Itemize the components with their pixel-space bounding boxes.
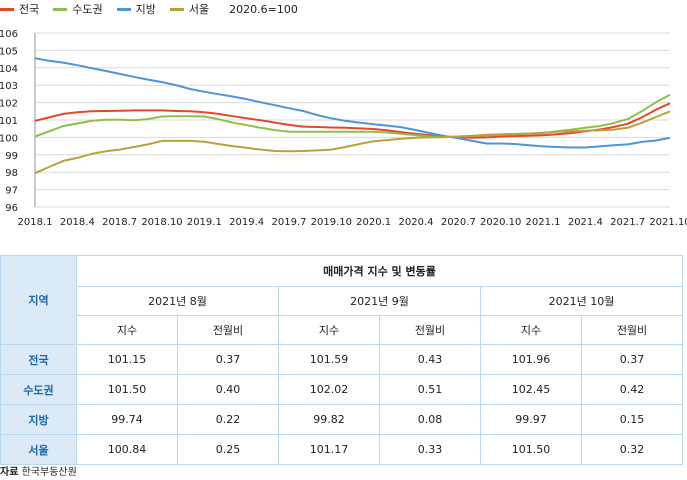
legend-label-capital: 수도권 bbox=[72, 3, 103, 16]
table-cell: 101.50 bbox=[76, 374, 178, 405]
table-cell: 0.25 bbox=[177, 434, 279, 465]
x-tick-label: 2020.1 bbox=[356, 217, 391, 228]
table-cell: 0.43 bbox=[379, 344, 481, 375]
subheader-index: 지수 bbox=[76, 315, 178, 345]
line-chart: 96 97 98 99 100 101 102 103 104 105 106 2018.1 2018.… bbox=[0, 29, 687, 228]
x-tick-label: 2021.4 bbox=[568, 217, 603, 228]
x-tick-label: 2021.7 bbox=[610, 217, 645, 228]
subheader-index: 지수 bbox=[278, 315, 380, 345]
y-tick-label: 96 bbox=[5, 203, 18, 214]
chart-legend: 전국 수도권 지방 서울 2020.6=100 bbox=[0, 0, 298, 18]
x-tick-label: 2018.4 bbox=[60, 217, 95, 228]
x-tick-label: 2021.10 bbox=[649, 217, 687, 228]
month-header: 2021년 10월 bbox=[480, 286, 683, 316]
y-tick-label: 104 bbox=[0, 64, 18, 75]
series-line-1 bbox=[34, 93, 671, 139]
series-line-3 bbox=[34, 110, 671, 175]
x-tick-label: 2019.4 bbox=[229, 217, 264, 228]
series-line-2 bbox=[34, 57, 671, 149]
subheader-index: 지수 bbox=[480, 315, 582, 345]
legend-item-seoul: 서울 bbox=[169, 1, 210, 17]
subheader-change: 전월비 bbox=[177, 315, 279, 345]
subheader-change: 전월비 bbox=[581, 315, 683, 345]
x-tick-label: 2021.1 bbox=[526, 217, 561, 228]
month-header: 2021년 9월 bbox=[278, 286, 481, 316]
table-cell: 102.02 bbox=[278, 374, 380, 405]
source-text: 한국부동산원 bbox=[21, 467, 77, 478]
table-cell: 0.37 bbox=[177, 344, 279, 375]
x-tick-label: 2020.7 bbox=[441, 217, 476, 228]
table-cell: 101.50 bbox=[480, 434, 582, 465]
row-label: 서울 bbox=[0, 434, 77, 465]
legend-item-capital: 수도권 bbox=[53, 1, 103, 17]
legend-item-regional: 지방 bbox=[116, 1, 156, 17]
x-tick-label: 2019.1 bbox=[187, 217, 222, 228]
table-title: 매매가격 지수 및 변동률 bbox=[76, 255, 683, 287]
legend-label-seoul: 서울 bbox=[188, 3, 210, 16]
table-cell: 100.84 bbox=[76, 434, 178, 465]
x-tick-label: 2018.7 bbox=[102, 217, 137, 228]
series-line-0 bbox=[34, 102, 671, 139]
y-tick-label: 97 bbox=[5, 186, 18, 197]
table-cell: 99.97 bbox=[480, 404, 582, 435]
region-header: 지역 bbox=[0, 255, 77, 345]
table-cell: 99.82 bbox=[278, 404, 380, 435]
price-index-table: 지역 매매가격 지수 및 변동률 2021년 8월 2021년 9월 2021년… bbox=[0, 255, 683, 465]
y-tick-label: 100 bbox=[0, 133, 18, 144]
legend-label-regional: 지방 bbox=[135, 3, 156, 16]
table-row: 지방 99.74 0.22 99.82 0.08 99.97 0.15 bbox=[0, 404, 683, 435]
legend-item-national: 전국 bbox=[0, 1, 39, 17]
legend-swatch-regional bbox=[116, 7, 131, 11]
legend-label-national: 전국 bbox=[19, 3, 40, 16]
y-tick-label: 103 bbox=[0, 81, 18, 92]
x-tick-label: 2020.10 bbox=[480, 217, 521, 228]
row-label: 지방 bbox=[0, 404, 77, 435]
month-header: 2021년 8월 bbox=[76, 286, 279, 316]
legend-swatch-national bbox=[0, 7, 14, 11]
table-cell: 0.32 bbox=[581, 434, 683, 465]
subheader-change: 전월비 bbox=[379, 315, 481, 345]
table-row: 전국 101.15 0.37 101.59 0.43 101.96 0.37 bbox=[0, 344, 683, 375]
legend-swatch-capital bbox=[53, 7, 68, 11]
table-cell: 101.96 bbox=[480, 344, 582, 375]
table-cell: 101.17 bbox=[278, 434, 380, 465]
y-tick-label: 105 bbox=[0, 46, 18, 57]
table-cell: 0.42 bbox=[581, 374, 683, 405]
table-cell: 99.74 bbox=[76, 404, 178, 435]
legend-swatch-seoul bbox=[169, 7, 184, 11]
source-label: 자료 bbox=[0, 467, 19, 478]
table-cell: 0.51 bbox=[379, 374, 481, 405]
x-tick-label: 2019.10 bbox=[311, 217, 352, 228]
x-tick-label: 2019.7 bbox=[272, 217, 307, 228]
table-cell: 101.15 bbox=[76, 344, 178, 375]
table-cell: 101.59 bbox=[278, 344, 380, 375]
table-cell: 0.37 bbox=[581, 344, 683, 375]
table-cell: 102.45 bbox=[480, 374, 582, 405]
table-cell: 0.15 bbox=[581, 404, 683, 435]
row-label: 수도권 bbox=[0, 374, 77, 405]
table-cell: 0.08 bbox=[379, 404, 481, 435]
x-tick-label: 2018.1 bbox=[18, 217, 53, 228]
y-tick-label: 99 bbox=[5, 151, 18, 162]
y-tick-label: 101 bbox=[0, 116, 18, 127]
table-cell: 0.33 bbox=[379, 434, 481, 465]
y-tick-label: 98 bbox=[5, 168, 18, 179]
row-label: 전국 bbox=[0, 344, 77, 375]
source-note: 자료 한국부동산원 bbox=[0, 463, 77, 478]
table-cell: 0.22 bbox=[177, 404, 279, 435]
table-row: 서울 100.84 0.25 101.17 0.33 101.50 0.32 bbox=[0, 434, 683, 465]
index-base-note: 2020.6=100 bbox=[229, 2, 298, 16]
y-tick-label: 102 bbox=[0, 99, 18, 110]
x-tick-label: 2018.10 bbox=[141, 217, 182, 228]
x-tick-label: 2020.4 bbox=[399, 217, 434, 228]
table-cell: 0.40 bbox=[177, 374, 279, 405]
y-tick-label: 106 bbox=[0, 29, 18, 40]
table-row: 수도권 101.50 0.40 102.02 0.51 102.45 0.42 bbox=[0, 374, 683, 405]
